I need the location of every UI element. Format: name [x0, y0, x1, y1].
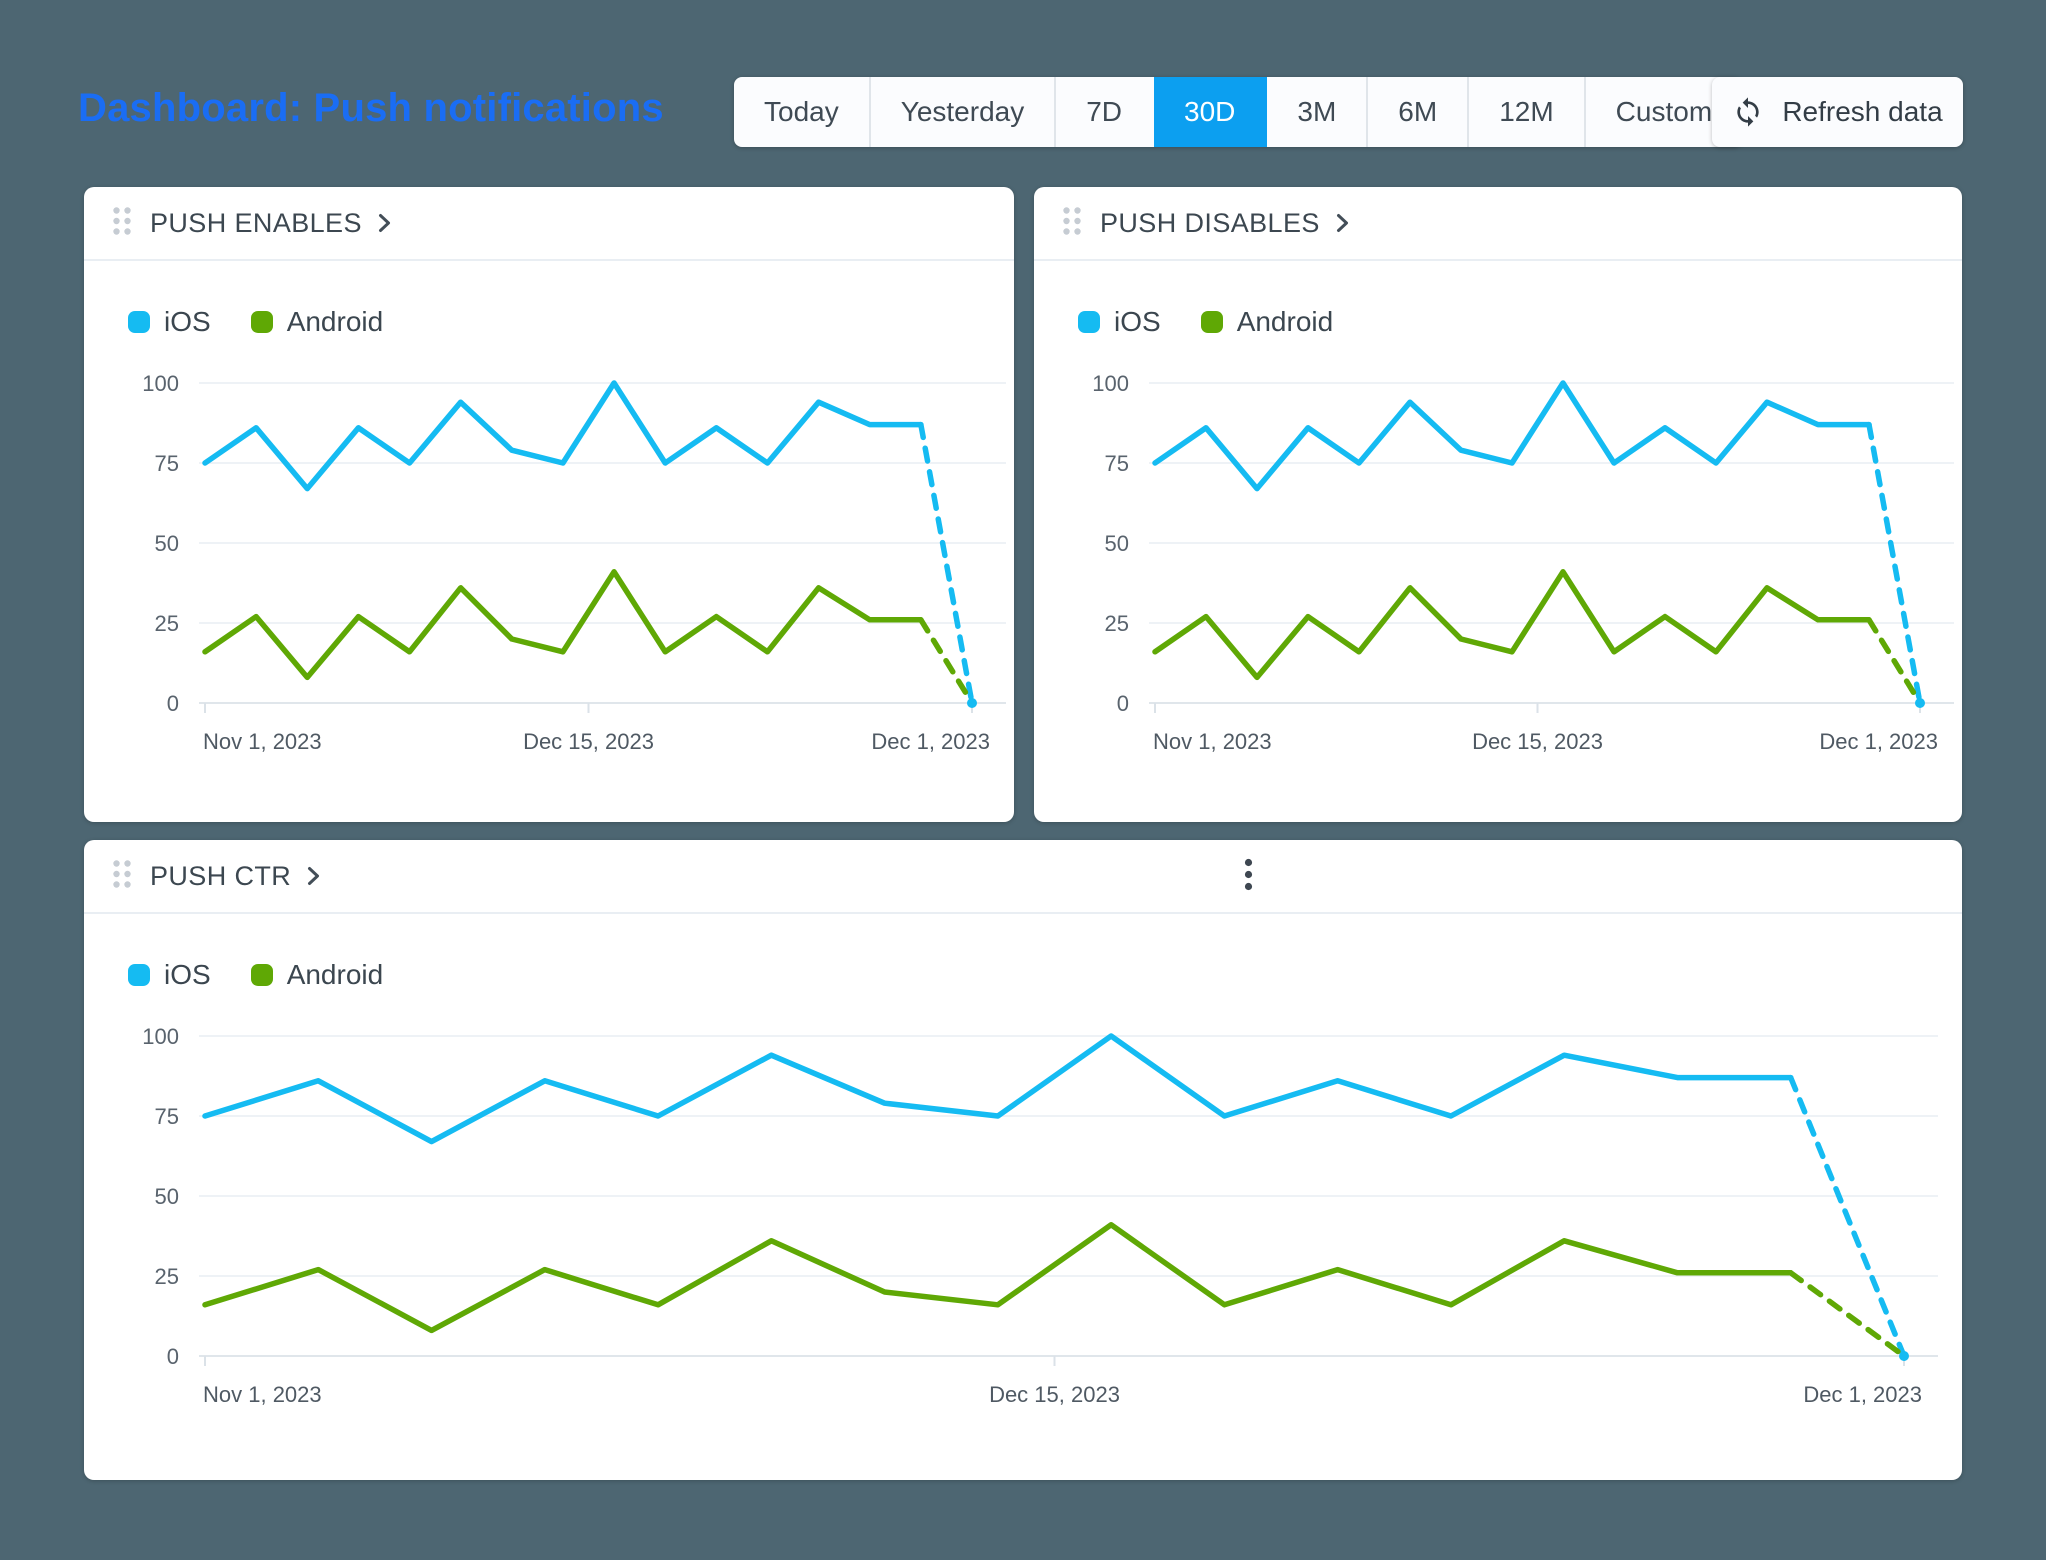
refresh-label: Refresh data: [1782, 96, 1943, 127]
svg-text:75: 75: [1105, 451, 1129, 476]
chevron-right-icon[interactable]: [378, 213, 391, 233]
legend: iOS Android: [84, 306, 1014, 338]
svg-text:100: 100: [142, 1024, 179, 1049]
chevron-right-icon[interactable]: [1336, 213, 1349, 233]
drag-handle-icon[interactable]: [112, 206, 132, 241]
chart-card-push-enables: PUSH ENABLES iOS Android 100 75 50 25 0 Nov 1,…: [84, 187, 1014, 822]
svg-text:100: 100: [142, 371, 179, 396]
range-button-today[interactable]: Today: [734, 77, 871, 147]
refresh-icon: [1732, 96, 1764, 128]
svg-text:Nov 1, 2023: Nov 1, 2023: [1153, 729, 1272, 754]
svg-text:Dec 1, 2023: Dec 1, 2023: [1819, 729, 1938, 754]
legend: iOS Android: [84, 959, 1962, 991]
range-button-12m[interactable]: 12M: [1469, 77, 1586, 147]
svg-text:Nov 1, 2023: Nov 1, 2023: [203, 729, 322, 754]
legend-item-android[interactable]: Android: [1200, 306, 1334, 338]
svg-text:75: 75: [155, 451, 179, 476]
svg-text:Dec 15, 2023: Dec 15, 2023: [989, 1382, 1120, 1407]
svg-text:50: 50: [155, 1184, 179, 1209]
range-button-7d[interactable]: 7D: [1056, 77, 1154, 147]
legend-item-android[interactable]: Android: [250, 959, 384, 991]
card-title[interactable]: PUSH CTR: [150, 860, 292, 891]
svg-text:50: 50: [1105, 531, 1129, 556]
card-header: PUSH ENABLES: [84, 187, 1014, 261]
range-button-yesterday[interactable]: Yesterday: [871, 77, 1057, 147]
legend-label: Android: [286, 306, 384, 337]
drag-handle-icon[interactable]: [1062, 206, 1082, 241]
refresh-button[interactable]: Refresh data: [1712, 77, 1963, 147]
range-button-6m[interactable]: 6M: [1368, 77, 1470, 147]
legend-swatch-ios: [128, 964, 150, 986]
line-chart-push-ctr: 100 75 50 25 0 Nov 1, 2023 Dec 15, 2023 Dec 1, …: [142, 1024, 1938, 1407]
range-button-custom[interactable]: Custom: [1586, 77, 1742, 147]
legend: iOS Android: [1034, 306, 1962, 338]
svg-text:100: 100: [1092, 371, 1129, 396]
svg-text:Dec 15, 2023: Dec 15, 2023: [1472, 729, 1603, 754]
card-title[interactable]: PUSH ENABLES: [150, 207, 362, 238]
card-header: PUSH CTR: [84, 840, 1962, 914]
legend-label: Android: [286, 959, 384, 990]
legend-swatch-android: [1200, 311, 1223, 333]
chevron-right-icon[interactable]: [307, 866, 320, 886]
svg-text:0: 0: [167, 691, 179, 716]
svg-text:Dec 1, 2023: Dec 1, 2023: [871, 729, 990, 754]
card-title[interactable]: PUSH DISABLES: [1100, 207, 1320, 238]
svg-text:Dec 15, 2023: Dec 15, 2023: [523, 729, 654, 754]
line-chart-push-disables: 100 75 50 25 0 Nov 1, 2023 Dec 15, 2023 Dec 1, …: [1092, 371, 1954, 754]
legend-item-android[interactable]: Android: [250, 306, 384, 338]
svg-text:0: 0: [167, 1344, 179, 1369]
svg-text:25: 25: [155, 611, 179, 636]
svg-text:25: 25: [155, 1264, 179, 1289]
legend-label: iOS: [164, 959, 211, 990]
svg-text:50: 50: [155, 531, 179, 556]
card-header: PUSH DISABLES: [1034, 187, 1962, 261]
time-range-group: Today Yesterday 7D 30D 3M 6M 12M Custom: [734, 77, 1743, 147]
kebab-menu-icon[interactable]: [1234, 852, 1263, 900]
legend-swatch-android: [250, 964, 273, 986]
svg-text:25: 25: [1105, 611, 1129, 636]
legend-item-ios[interactable]: iOS: [128, 959, 211, 991]
legend-swatch-ios: [128, 311, 150, 333]
svg-text:Nov 1, 2023: Nov 1, 2023: [203, 1382, 322, 1407]
line-chart-push-enables: 100 75 50 25 0 Nov 1, 2023 Dec 15, 2023 Dec 1, …: [142, 371, 1006, 754]
chart-card-push-disables: PUSH DISABLES iOS Android 100 75 50 25 0 Nov 1…: [1034, 187, 1962, 822]
legend-label: iOS: [1114, 306, 1161, 337]
legend-swatch-android: [250, 311, 273, 333]
page-title: Dashboard: Push notifications: [78, 86, 664, 130]
svg-text:75: 75: [155, 1104, 179, 1129]
drag-handle-icon[interactable]: [112, 859, 132, 894]
chart-card-push-ctr: PUSH CTR iOS Android 100 75 50 25 0 Nov 1, 202…: [84, 840, 1962, 1480]
legend-label: Android: [1236, 306, 1334, 337]
range-button-30d[interactable]: 30D: [1154, 77, 1268, 147]
legend-item-ios[interactable]: iOS: [1078, 306, 1161, 338]
svg-text:Dec 1, 2023: Dec 1, 2023: [1803, 1382, 1922, 1407]
range-button-3m[interactable]: 3M: [1267, 77, 1369, 147]
svg-text:0: 0: [1117, 691, 1129, 716]
legend-swatch-ios: [1078, 311, 1100, 333]
legend-item-ios[interactable]: iOS: [128, 306, 211, 338]
legend-label: iOS: [164, 306, 211, 337]
